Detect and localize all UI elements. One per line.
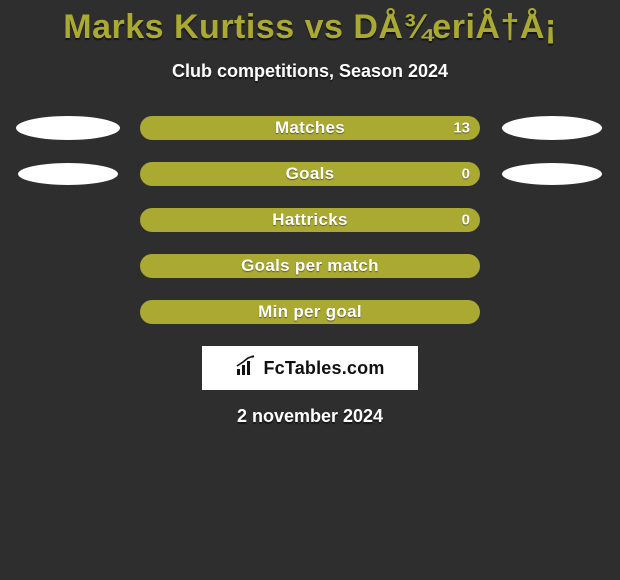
stat-value-right: 0	[462, 212, 470, 229]
stat-label: Hattricks	[272, 210, 347, 230]
comparison-title: Marks Kurtiss vs DÅ¾eriÅ†Å¡	[0, 0, 620, 47]
stat-row: Goals 0	[0, 162, 620, 186]
right-bubble-icon	[502, 163, 602, 185]
stat-row: Matches 13	[0, 116, 620, 140]
right-bubble-slot	[492, 163, 612, 185]
infographic-container: Marks Kurtiss vs DÅ¾eriÅ†Å¡ Club competi…	[0, 0, 620, 580]
stat-value-right: 13	[453, 120, 470, 137]
right-bubble-slot	[492, 116, 612, 140]
left-bubble-slot	[8, 163, 128, 185]
stat-value-right: 0	[462, 166, 470, 183]
stat-row: Goals per match	[0, 254, 620, 278]
comparison-subtitle: Club competitions, Season 2024	[0, 61, 620, 82]
stat-label: Matches	[275, 118, 345, 138]
stat-bar: Hattricks 0	[140, 208, 480, 232]
stat-bar: Goals 0	[140, 162, 480, 186]
stat-bar: Matches 13	[140, 116, 480, 140]
stat-bar: Goals per match	[140, 254, 480, 278]
right-bubble-icon	[502, 116, 602, 140]
left-bubble-slot	[8, 116, 128, 140]
stat-label: Goals per match	[241, 256, 379, 276]
stat-label: Min per goal	[258, 302, 362, 322]
brand-box: FcTables.com	[202, 346, 418, 390]
stat-rows: Matches 13 Goals 0 Hattricks 0 Goals per match…	[0, 116, 620, 324]
stat-row: Hattricks 0	[0, 208, 620, 232]
stat-row: Min per goal	[0, 300, 620, 324]
brand-chart-icon	[235, 355, 257, 382]
left-bubble-icon	[16, 116, 120, 140]
stat-label: Goals	[286, 164, 335, 184]
left-bubble-icon	[18, 163, 118, 185]
brand-text: FcTables.com	[263, 358, 384, 379]
snapshot-date: 2 november 2024	[0, 406, 620, 427]
stat-bar: Min per goal	[140, 300, 480, 324]
